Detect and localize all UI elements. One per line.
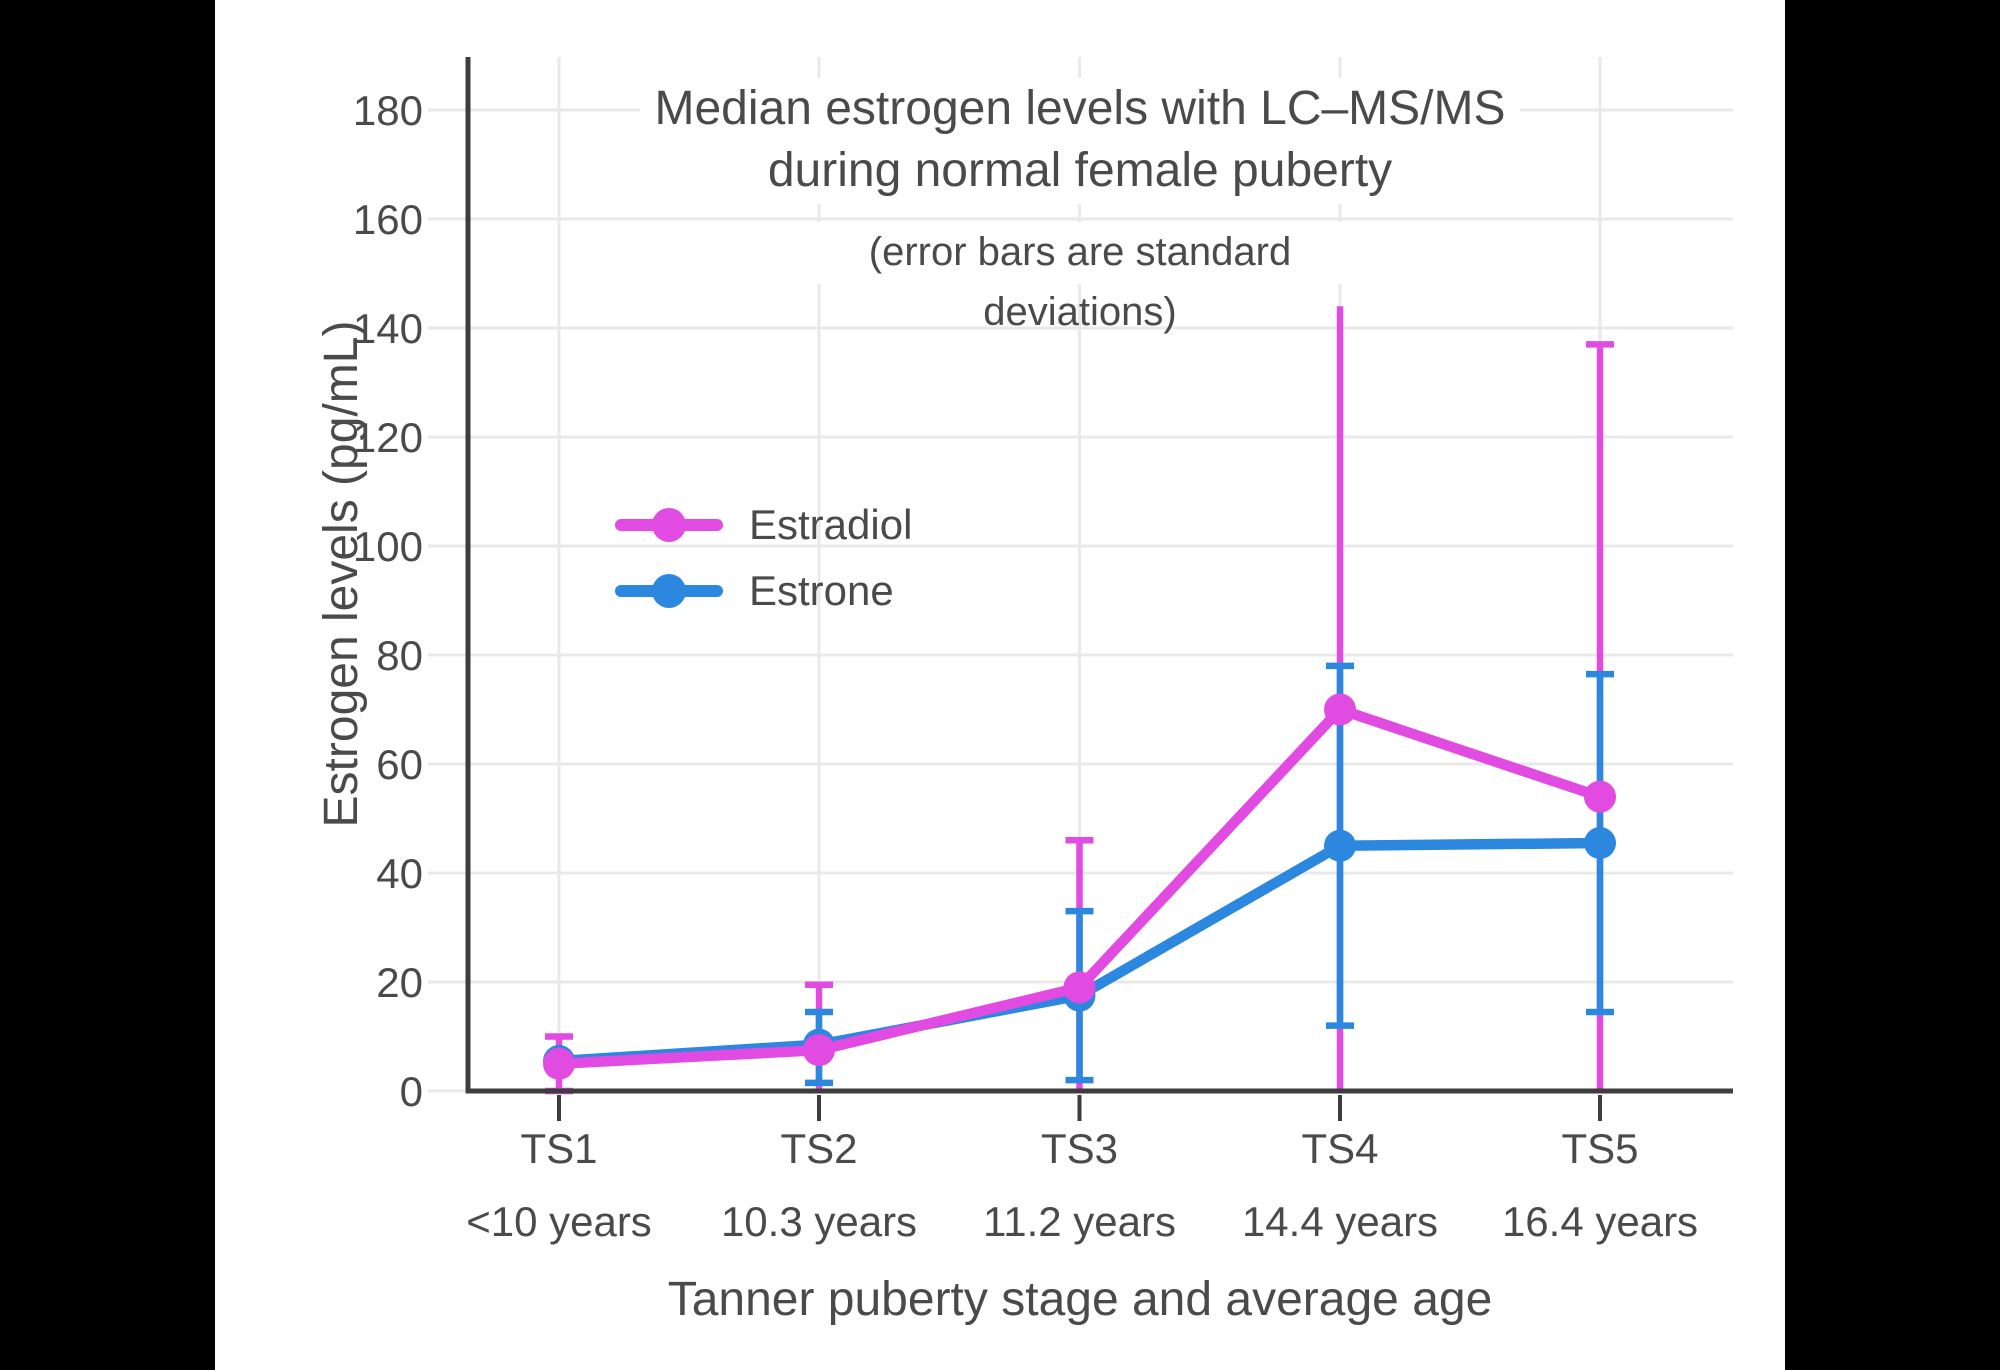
chart-title: Median estrogen levels with LC–MS/MS dur… [640, 78, 1520, 204]
y-tick-label-20: 20 [376, 959, 423, 1006]
legend-item-estrone[interactable]: Estrone [615, 558, 912, 624]
legend: Estradiol Estrone [615, 492, 912, 624]
estradiol-marker-icon [652, 508, 686, 542]
estradiol-line-swatch-icon [615, 508, 723, 542]
y-axis-title: Estrogen levels (pg/mL) [315, 320, 368, 828]
marker-estrone-TS4[interactable] [1324, 829, 1356, 862]
chart-title-line2: during normal female puberty [767, 144, 1393, 197]
marker-estradiol-TS4[interactable] [1324, 693, 1356, 726]
marker-estradiol-TS3[interactable] [1063, 971, 1096, 1004]
x-age-label-TS4: 14.4 years [1242, 1198, 1438, 1245]
legend-label-estradiol: Estradiol [749, 501, 913, 548]
y-tick-label-100: 100 [353, 523, 423, 570]
x-tick-label-TS2: TS2 [780, 1125, 857, 1172]
y-tick-label-180: 180 [353, 87, 423, 134]
legend-label-estrone: Estrone [749, 567, 894, 614]
estrone-line-swatch-icon [615, 574, 723, 608]
legend-item-estradiol[interactable]: Estradiol [615, 492, 912, 558]
marker-estradiol-TS2[interactable] [803, 1034, 835, 1067]
x-age-label-TS5: 16.4 years [1502, 1198, 1698, 1245]
x-tick-label-TS4: TS4 [1301, 1125, 1378, 1172]
y-tick-label-40: 40 [376, 850, 423, 897]
x-age-label-TS2: 10.3 years [721, 1198, 917, 1245]
x-tick-label-TS3: TS3 [1041, 1125, 1118, 1172]
x-age-label-TS3: 11.2 years [983, 1198, 1176, 1245]
line-chart: 0 20 40 60 80 100 120 140 160 180 TS1 <10 years TS2 1… [353, 57, 1733, 1245]
x-tick-label-TS1: TS1 [520, 1125, 597, 1172]
y-tick-label-80: 80 [376, 632, 423, 679]
marker-estradiol-TS1[interactable] [543, 1047, 575, 1080]
y-tick-label-140: 140 [353, 305, 423, 352]
x-axis-title: Tanner puberty stage and average age [667, 1273, 1493, 1326]
x-age-label-TS1: <10 years [466, 1198, 652, 1245]
chart-subtitle: (error bars are standard deviations) [770, 222, 1390, 334]
marker-estradiol-TS5[interactable] [1584, 780, 1616, 813]
chart-canvas: 0 20 40 60 80 100 120 140 160 180 TS1 <10 years TS2 1… [215, 0, 1785, 1370]
estrone-marker-icon [652, 574, 686, 608]
y-tick-label-60: 60 [376, 741, 423, 788]
y-tick-label-160: 160 [353, 196, 423, 243]
y-tick-label-120: 120 [353, 414, 423, 461]
x-tick-label-TS5: TS5 [1561, 1125, 1638, 1172]
chart-title-line1: Median estrogen levels with LC–MS/MS [654, 82, 1506, 135]
marker-estrone-TS5[interactable] [1584, 827, 1616, 860]
y-tick-label-0: 0 [400, 1068, 423, 1115]
